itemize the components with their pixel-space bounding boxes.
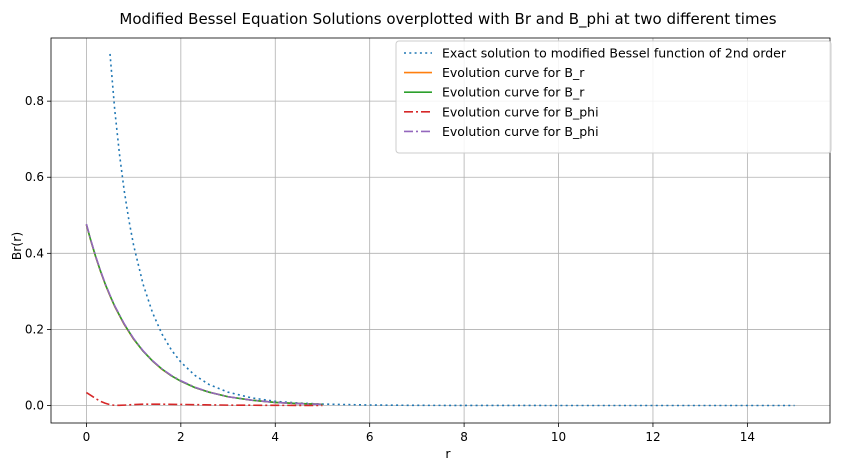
y-tick-label: 0.4 — [25, 246, 44, 260]
x-tick-label: 14 — [740, 430, 755, 444]
y-tick-label: 0.2 — [25, 322, 44, 336]
series-layer — [85, 53, 795, 407]
series-line-4 — [85, 223, 323, 406]
legend-box — [395, 40, 832, 154]
x-tick-label: 6 — [366, 430, 374, 444]
x-tick-label: 0 — [83, 430, 91, 444]
x-axis-ticks: 0 2 4 6 8 10 12 14 — [83, 423, 755, 444]
x-tick-label: 4 — [271, 430, 279, 444]
y-tick-label: 0.0 — [25, 399, 44, 413]
y-tick-label: 0.6 — [25, 170, 44, 184]
x-tick-label: 8 — [460, 430, 468, 444]
plot-frame — [50, 37, 831, 424]
legend: Exact solution to modified Bessel functi… — [395, 40, 832, 154]
y-tick-label: 0.8 — [25, 94, 44, 108]
x-tick-label: 12 — [645, 430, 660, 444]
legend-label: Evolution curve for B_phi — [442, 124, 599, 139]
legend-label: Exact solution to modified Bessel functi… — [442, 46, 787, 61]
x-tick-label: 2 — [177, 430, 185, 444]
legend-label: Evolution curve for B_r — [442, 65, 585, 80]
y-axis-ticks: 0.0 0.2 0.4 0.6 0.8 — [25, 94, 51, 413]
chart-title: Modified Bessel Equation Solutions overp… — [119, 10, 776, 29]
y-axis-label: Br(r) — [9, 232, 24, 261]
x-axis-label: r — [445, 446, 451, 461]
x-tick-label: 10 — [551, 430, 566, 444]
series-line-3 — [85, 391, 323, 407]
legend-label: Evolution curve for B_phi — [442, 104, 599, 119]
legend-label: Evolution curve for B_r — [442, 85, 585, 100]
